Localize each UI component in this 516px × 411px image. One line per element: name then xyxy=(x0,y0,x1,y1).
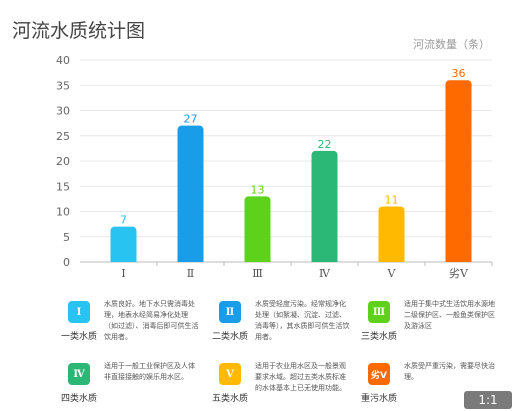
legend-desc: 水质受轻度污染。经常规净化处理（如絮凝、沉淀、过滤、消毒等），其水质即可供生活饮… xyxy=(255,300,350,341)
x-tick-label: Ⅲ xyxy=(252,267,263,280)
legend-desc: 水质良好。地下水只需消毒处理，地表水经简易净化处理（如过滤）、消毒后即可供生活饮… xyxy=(104,300,199,341)
class-2-badge: Ⅱ xyxy=(219,301,241,323)
x-tick-label: Ⅰ xyxy=(121,267,125,280)
bar-base xyxy=(177,258,204,262)
bar-base xyxy=(311,258,338,262)
bar-chart: 河流数量（条） 0 5 10 15 20 25 30 35 40 7 Ⅰ 27 Ⅱ 13 Ⅲ 22 Ⅳ 11 Ⅴ 36 劣… xyxy=(56,37,493,280)
bar xyxy=(110,226,137,262)
bar-base xyxy=(110,258,137,262)
y-tick-label: 0 xyxy=(63,256,70,269)
y-tick-label: 30 xyxy=(56,105,70,118)
page-title: 河流水质统计图 xyxy=(12,20,146,42)
bar-value-label: 11 xyxy=(385,193,399,206)
bar-base xyxy=(378,258,405,262)
y-tick-label: 20 xyxy=(56,155,70,168)
zoom-ratio-button[interactable]: 1:1 xyxy=(464,391,512,409)
legend-desc: 水质受严重污染，需要尽快治理。 xyxy=(404,362,495,381)
legend-desc: 适用于集中式生活饮用水源地二级保护区、一般鱼类保护区及游泳区 xyxy=(404,300,495,330)
class-4-badge: Ⅳ xyxy=(68,363,90,385)
bar-value-label: 27 xyxy=(184,113,198,126)
legend-name: 一类水质 xyxy=(60,332,97,342)
bar-base xyxy=(445,258,472,262)
x-tick-label: Ⅴ xyxy=(387,267,397,280)
legend-item-class-2: Ⅱ 二类水质 水质受轻度污染。经常规净化处理（如絮凝、沉淀、过滤、消毒等），其水… xyxy=(212,299,365,349)
legend-item-class-4: Ⅳ 四类水质 适用于一般工业保护区及人体非直接接触的娱乐用水区。 xyxy=(61,361,214,411)
bar xyxy=(244,196,271,262)
y-tick-label: 5 xyxy=(63,231,70,244)
legend-item-class-6: 劣Ⅴ 重污水质 水质受严重污染，需要尽快治理。 xyxy=(361,361,514,411)
legend-name: 四类水质 xyxy=(60,394,97,404)
legend-name: 五类水质 xyxy=(211,394,248,404)
x-tick-label: 劣Ⅴ xyxy=(449,266,469,280)
y-tick-label: 10 xyxy=(56,206,70,219)
bar-value-label: 13 xyxy=(251,183,265,196)
bar-value-label: 36 xyxy=(452,67,466,80)
bar xyxy=(177,125,204,263)
y-tick-label: 35 xyxy=(56,79,70,92)
x-tick-label: Ⅱ xyxy=(187,267,194,280)
legend-item-class-5: Ⅴ 五类水质 适用于农业用水区及一般景观要求水域。超过五类水质标准的水体基本上已… xyxy=(212,361,365,411)
bar-value-label: 7 xyxy=(120,214,127,227)
y-tick-label: 40 xyxy=(56,54,70,67)
class-5-badge: Ⅴ xyxy=(219,363,241,385)
bar xyxy=(311,150,338,262)
class-6-badge: 劣Ⅴ xyxy=(368,363,390,385)
bar-base xyxy=(244,258,271,262)
bar xyxy=(445,80,472,262)
legend-item-class-3: Ⅲ 三类水质 适用于集中式生活饮用水源地二级保护区、一般鱼类保护区及游泳区 xyxy=(361,299,514,349)
legend-item-class-1: Ⅰ 一类水质 水质良好。地下水只需消毒处理，地表水经简易净化处理（如过滤）、消毒… xyxy=(61,299,214,349)
class-3-badge: Ⅲ xyxy=(368,301,390,323)
legend-desc: 适用于一般工业保护区及人体非直接接触的娱乐用水区。 xyxy=(104,362,195,381)
class-1-badge: Ⅰ xyxy=(68,301,90,323)
y-tick-label: 15 xyxy=(56,180,70,193)
legend-desc: 适用于农业用水区及一般景观要求水域。超过五类水质标准的水体基本上已无使用功能。 xyxy=(255,362,346,392)
x-tick-label: Ⅳ xyxy=(319,267,331,280)
y-axis-title: 河流数量（条） xyxy=(413,37,490,51)
legend-name: 重污水质 xyxy=(360,394,397,404)
bar xyxy=(378,206,405,262)
legend-name: 二类水质 xyxy=(211,332,248,342)
y-tick-label: 25 xyxy=(56,130,70,143)
legend-name: 三类水质 xyxy=(360,332,397,342)
bar-value-label: 22 xyxy=(318,138,332,151)
